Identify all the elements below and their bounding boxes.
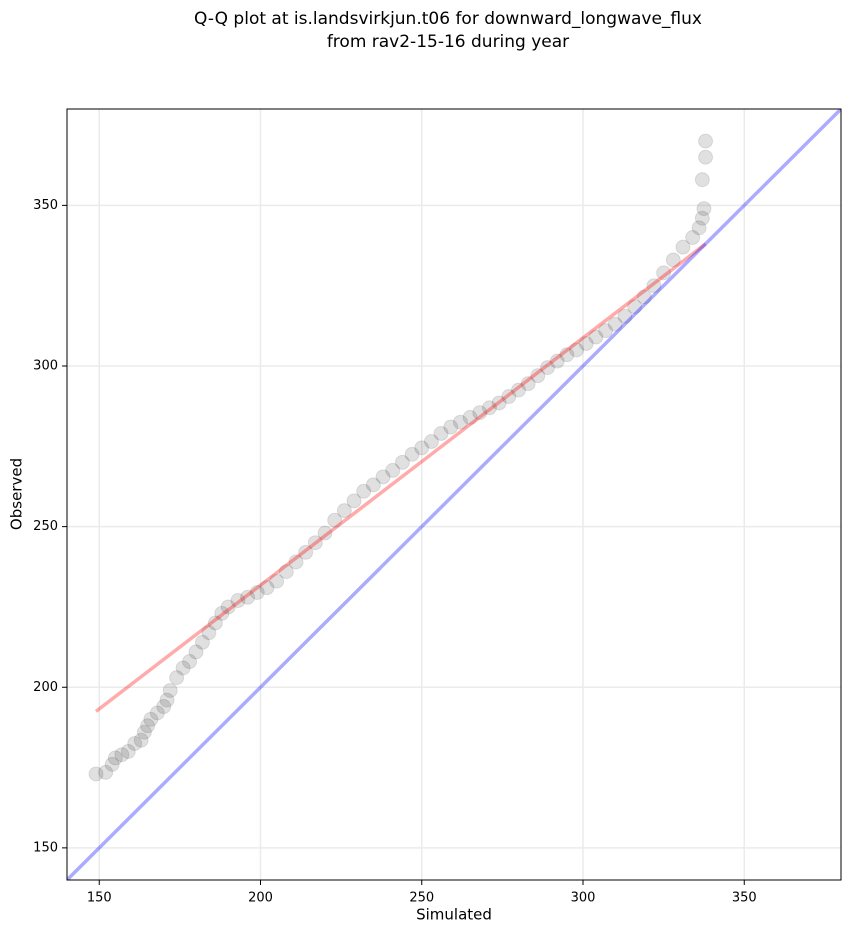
point [617,308,633,324]
point [336,503,352,519]
point [98,764,114,780]
x-tick-label: 150 [87,891,112,906]
point [520,376,536,392]
point [414,440,430,456]
point [317,525,333,541]
point [201,625,217,641]
point [530,368,546,384]
point [675,239,691,255]
point [220,599,236,615]
point [207,615,223,631]
point [159,692,175,708]
reference-line [67,109,841,880]
y-tick-label: 200 [33,680,58,695]
point [696,201,712,217]
y-tick-label: 300 [33,359,58,374]
point [646,278,662,294]
point [327,512,343,528]
chart-title: Q-Q plot at is.landsvirkjun.t06 for down… [194,9,702,29]
point [491,395,507,411]
point [549,353,565,369]
point [356,483,372,499]
point [346,493,362,509]
y-tick-label: 150 [33,840,58,855]
point [278,564,294,580]
point [385,462,401,478]
point [127,735,143,751]
point [607,316,623,332]
point [288,554,304,570]
point [120,744,136,759]
point [694,172,710,188]
point [375,469,391,485]
point [501,389,517,405]
point [107,750,123,766]
point [627,299,643,315]
point [698,149,714,165]
point [481,400,497,416]
plot-area [67,109,841,880]
point [698,133,714,149]
point [559,347,575,363]
point [578,336,594,352]
point [656,265,672,281]
x-tick-label: 350 [732,891,757,906]
point [365,477,381,493]
y-tick-label: 350 [33,198,58,213]
point [472,405,488,421]
x-tick-label: 300 [571,891,596,906]
point [511,382,526,398]
y-tick-label: 250 [33,519,58,534]
point [249,584,265,600]
point [404,446,420,462]
point [140,718,156,734]
plot-frame [66,108,842,881]
point [149,705,165,721]
point [188,644,204,660]
point [182,654,198,670]
point [443,419,459,435]
point [114,747,130,763]
point [88,766,104,782]
chart-title: from rav2-15-16 during year [327,32,569,52]
x-axis-label: Simulated [416,906,492,924]
point [175,660,191,676]
point [691,220,707,236]
x-tick-label: 200 [248,891,273,906]
point [194,634,210,650]
point [452,414,468,430]
point [136,724,152,740]
point [156,699,172,715]
point [394,454,410,470]
point [133,732,149,748]
x-tick-label: 250 [409,891,434,906]
point [540,360,556,376]
point [423,433,439,449]
point [665,252,681,268]
point [462,409,478,425]
point [162,682,178,698]
point [214,605,230,621]
point [569,342,585,358]
point [259,580,275,596]
point [694,210,710,226]
point [598,323,614,339]
point [169,670,185,686]
y-axis-label: Observed [8,458,26,530]
point [433,425,449,441]
point [104,756,120,772]
point [298,544,314,560]
point [240,589,256,605]
point [588,329,604,345]
point [685,230,701,245]
point [307,535,323,551]
point [230,593,246,609]
reference-line [94,242,707,713]
point [143,711,159,727]
point [269,573,285,589]
point [636,289,652,305]
